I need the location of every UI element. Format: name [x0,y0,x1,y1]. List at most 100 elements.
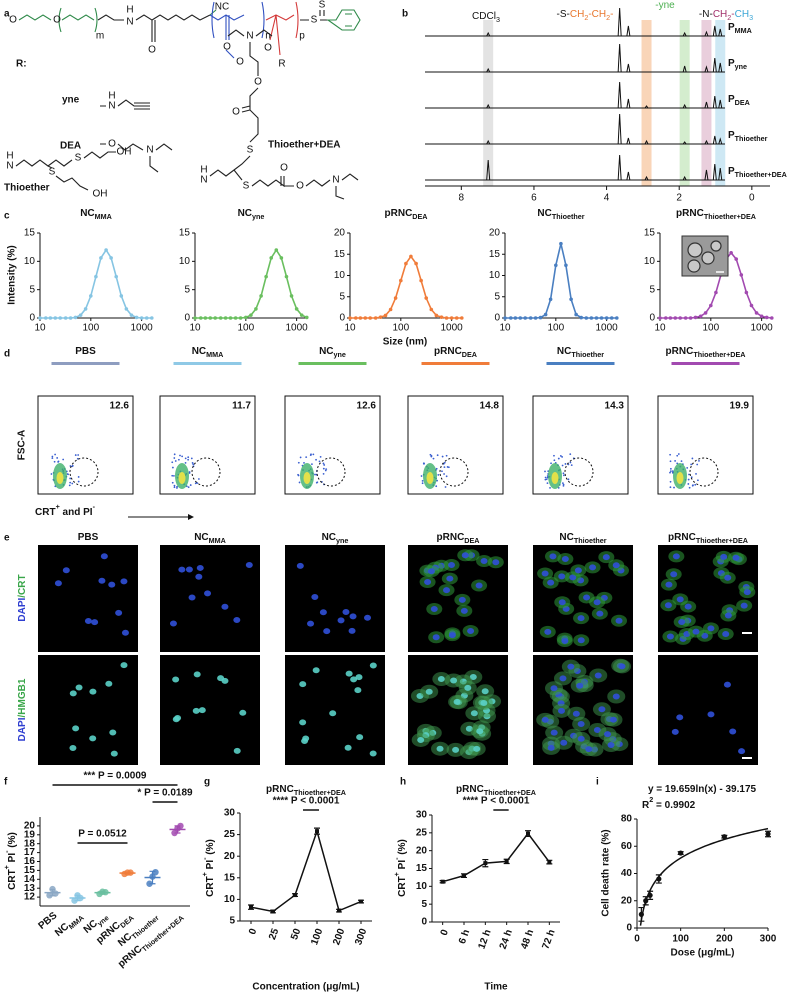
point [454,316,459,320]
event-dot [303,461,305,464]
peak [486,103,491,109]
point [523,316,528,320]
text-part: + [56,502,60,511]
event-dot [171,461,174,464]
nucleus [567,663,575,670]
event-dot [324,469,327,472]
nucleus [558,599,566,606]
nucleus [473,745,481,752]
event-dot [77,476,80,478]
point [404,261,408,266]
point [594,316,599,320]
event-dot [325,468,328,471]
nucleus [311,594,319,601]
x-tick-label: 2 [676,193,682,204]
atom: S [311,15,318,26]
atom: O [108,139,116,150]
nucleus [665,581,673,588]
point [658,316,662,320]
y-tick-label: 0 [29,313,35,324]
nucleus [62,567,70,574]
event-dot [688,473,690,476]
structure-bonds [15,1,361,200]
chart-title: NCyne [238,208,265,221]
nucleus [670,571,678,578]
nucleus [172,716,180,723]
point [764,315,769,320]
x-tick-label: 48 h [519,928,536,951]
point [693,315,698,320]
atom: O [53,15,61,26]
event-dot [669,480,672,483]
event-dot [189,484,192,486]
nucleus [446,575,454,582]
text-part: y = 19.659ln(x) - 39.175 [648,784,757,795]
x-tick-label: 6 h [457,928,472,945]
event-dot [71,482,74,485]
event-dot [669,460,672,463]
text-part: NC [537,208,551,219]
nucleus [319,609,327,616]
text-part: (%) [205,839,216,857]
point [399,278,403,283]
point [393,296,398,300]
text-part: MMA [209,536,226,545]
point [271,909,275,914]
event-dot [435,485,438,488]
text-part: DEA [118,913,135,930]
point [744,290,749,295]
event-dot [544,470,546,473]
nucleus [676,596,684,603]
atom: N [332,175,339,186]
point [388,307,393,312]
event-dot [77,454,80,456]
x-tick-label: 4 [604,193,610,204]
legend-label: PDEA [728,94,750,107]
bond [18,7,98,33]
panel-letter: i [596,777,599,788]
error-bar [49,888,56,897]
point [152,868,159,876]
peak [712,163,717,181]
event-dot [51,457,54,460]
text-part: MMA [206,350,223,359]
nucleus [110,750,118,757]
nucleus [583,594,591,601]
micrograph [658,655,758,765]
micrograph [160,545,260,652]
event-dot [432,457,435,460]
point [238,316,243,320]
text-part: yne [334,350,346,359]
flow-plot [159,395,256,495]
event-dot [443,461,446,464]
event-dot [420,475,423,477]
nucleus [192,707,200,714]
text-part: pRNC [266,784,294,795]
text-part: -yne [655,0,675,11]
event-dot [192,463,195,466]
event-dot [174,460,177,462]
error-bar [99,890,106,895]
image-title: NCyne [322,532,349,545]
event-dot [71,465,74,468]
x-tick-label: 24 h [498,928,515,951]
bond [97,14,211,42]
nucleus [204,590,212,597]
nucleus [354,687,362,694]
nucleus [666,633,674,640]
error-bar [149,870,156,885]
nucleus [188,594,196,601]
nucleus [470,710,478,717]
event-dot [194,482,197,485]
point [193,316,197,320]
peak [682,103,687,109]
text-part: NC [557,346,571,357]
atom: O [232,107,240,118]
event-dot [669,486,672,489]
atom: O [148,45,156,56]
peak [644,105,649,109]
y-axis-title: FSC-A [17,430,28,461]
y-tick-label: 25 [224,829,236,840]
text-part: CDCl [472,11,496,22]
peak [718,137,723,145]
